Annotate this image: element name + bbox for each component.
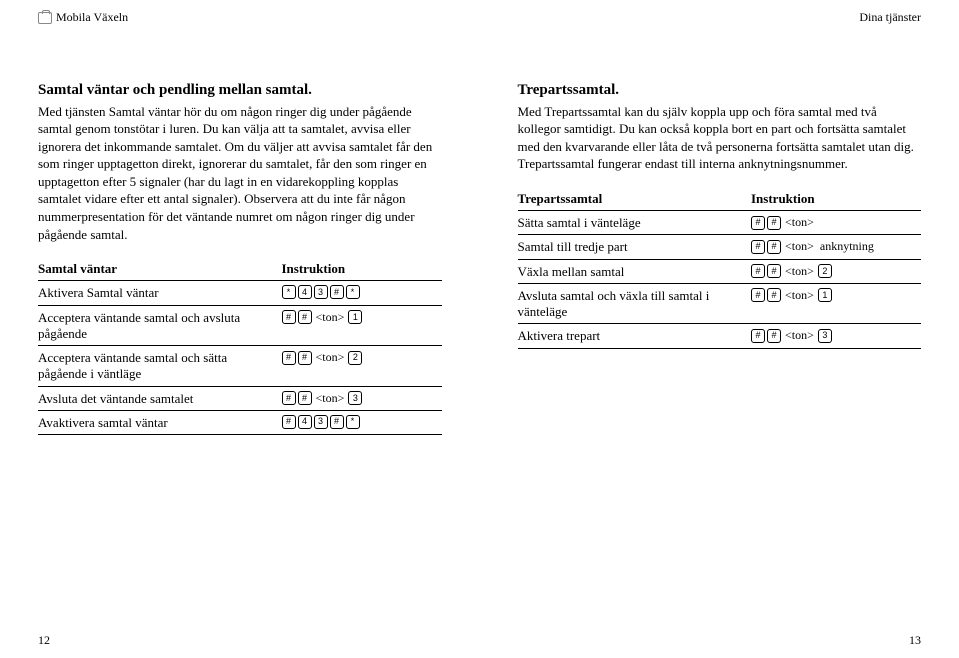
key-box: 2 (348, 351, 362, 365)
key-box: * (346, 415, 360, 429)
key-box: * (346, 285, 360, 299)
table-col1: Trepartssamtal (518, 191, 752, 207)
table-row: Växla mellan samtal##<ton>2 (518, 260, 922, 284)
table-col1: Samtal väntar (38, 261, 282, 277)
key-box: # (282, 415, 296, 429)
row-label: Växla mellan samtal (518, 264, 752, 280)
header-left: Mobila Växeln (38, 10, 442, 25)
key-box: 1 (348, 310, 362, 324)
table-header: Samtal väntar Instruktion (38, 261, 442, 281)
key-box: # (330, 285, 344, 299)
key-box: 4 (298, 285, 312, 299)
right-paragraph: Med Trepartssamtal kan du själv koppla u… (518, 103, 922, 173)
table-col2: Instruktion (282, 261, 442, 277)
table-row: Samtal till tredje part##<ton>anknytning (518, 235, 922, 259)
key-box: # (751, 240, 765, 254)
row-instruction: ##<ton>1 (751, 288, 921, 303)
table-row: Sätta samtal i vänteläge##<ton> (518, 211, 922, 235)
key-box: 2 (818, 264, 832, 278)
left-page: Mobila Växeln Samtal väntar och pendling… (0, 0, 480, 658)
row-label: Avsluta samtal och växla till samtal i v… (518, 288, 752, 321)
key-box: # (767, 329, 781, 343)
phone-icon (38, 12, 52, 24)
row-instruction: ##<ton> (751, 215, 921, 230)
key-box: 4 (298, 415, 312, 429)
tone-text: <ton> (783, 215, 816, 230)
row-instruction: *43#* (282, 285, 442, 299)
page-number-left: 12 (38, 633, 50, 648)
page-spread: Mobila Växeln Samtal väntar och pendling… (0, 0, 959, 658)
key-box: # (298, 310, 312, 324)
row-instruction: ##<ton>3 (751, 328, 921, 343)
key-box: # (282, 310, 296, 324)
right-table: Trepartssamtal Instruktion Sätta samtal … (518, 191, 922, 349)
row-instruction: ##<ton>2 (751, 264, 921, 279)
key-box: # (298, 391, 312, 405)
header-right: Dina tjänster (518, 10, 922, 25)
row-instruction: ##<ton>3 (282, 391, 442, 406)
row-label: Acceptera väntande samtal och sätta pågå… (38, 350, 282, 383)
key-box: # (751, 329, 765, 343)
row-label: Aktivera Samtal väntar (38, 285, 282, 301)
key-box: # (751, 216, 765, 230)
page-number-right: 13 (909, 633, 921, 648)
row-label: Aktivera trepart (518, 328, 752, 344)
after-text: anknytning (818, 239, 876, 254)
left-table: Samtal väntar Instruktion Aktivera Samta… (38, 261, 442, 435)
key-box: # (767, 264, 781, 278)
header-right-title: Dina tjänster (859, 10, 921, 25)
key-box: # (330, 415, 344, 429)
tone-text: <ton> (314, 391, 347, 406)
row-instruction: #43#* (282, 415, 442, 429)
key-box: # (767, 216, 781, 230)
key-box: # (751, 264, 765, 278)
table-row: Acceptera väntande samtal och avsluta på… (38, 306, 442, 347)
row-label: Avsluta det väntande samtalet (38, 391, 282, 407)
table-row: Acceptera väntande samtal och sätta pågå… (38, 346, 442, 387)
header-left-title: Mobila Växeln (56, 10, 128, 25)
key-box: # (751, 288, 765, 302)
key-box: 3 (314, 285, 328, 299)
table-header: Trepartssamtal Instruktion (518, 191, 922, 211)
right-page: Dina tjänster Trepartssamtal. Med Trepar… (480, 0, 959, 658)
row-instruction: ##<ton>1 (282, 310, 442, 325)
table-row: Avsluta det väntande samtalet##<ton>3 (38, 387, 442, 411)
tone-text: <ton> (314, 350, 347, 365)
table-row: Aktivera Samtal väntar*43#* (38, 281, 442, 305)
row-label: Avaktivera samtal väntar (38, 415, 282, 431)
left-paragraph: Med tjänsten Samtal väntar hör du om någ… (38, 103, 442, 243)
row-label: Sätta samtal i vänteläge (518, 215, 752, 231)
table-row: Avsluta samtal och växla till samtal i v… (518, 284, 922, 325)
key-box: # (767, 240, 781, 254)
key-box: # (282, 391, 296, 405)
row-label: Samtal till tredje part (518, 239, 752, 255)
key-box: 1 (818, 288, 832, 302)
key-box: * (282, 285, 296, 299)
key-box: 3 (348, 391, 362, 405)
table-row: Aktivera trepart##<ton>3 (518, 324, 922, 348)
key-box: # (767, 288, 781, 302)
tone-text: <ton> (783, 328, 816, 343)
tone-text: <ton> (314, 310, 347, 325)
tone-text: <ton> (783, 239, 816, 254)
table-row: Avaktivera samtal väntar#43#* (38, 411, 442, 435)
key-box: # (282, 351, 296, 365)
right-heading: Trepartssamtal. (518, 81, 922, 100)
tone-text: <ton> (783, 288, 816, 303)
table-col2: Instruktion (751, 191, 921, 207)
tone-text: <ton> (783, 264, 816, 279)
row-instruction: ##<ton>2 (282, 350, 442, 365)
key-box: 3 (314, 415, 328, 429)
row-label: Acceptera väntande samtal och avsluta på… (38, 310, 282, 343)
left-heading: Samtal väntar och pendling mellan samtal… (38, 81, 442, 100)
key-box: 3 (818, 329, 832, 343)
row-instruction: ##<ton>anknytning (751, 239, 921, 254)
key-box: # (298, 351, 312, 365)
